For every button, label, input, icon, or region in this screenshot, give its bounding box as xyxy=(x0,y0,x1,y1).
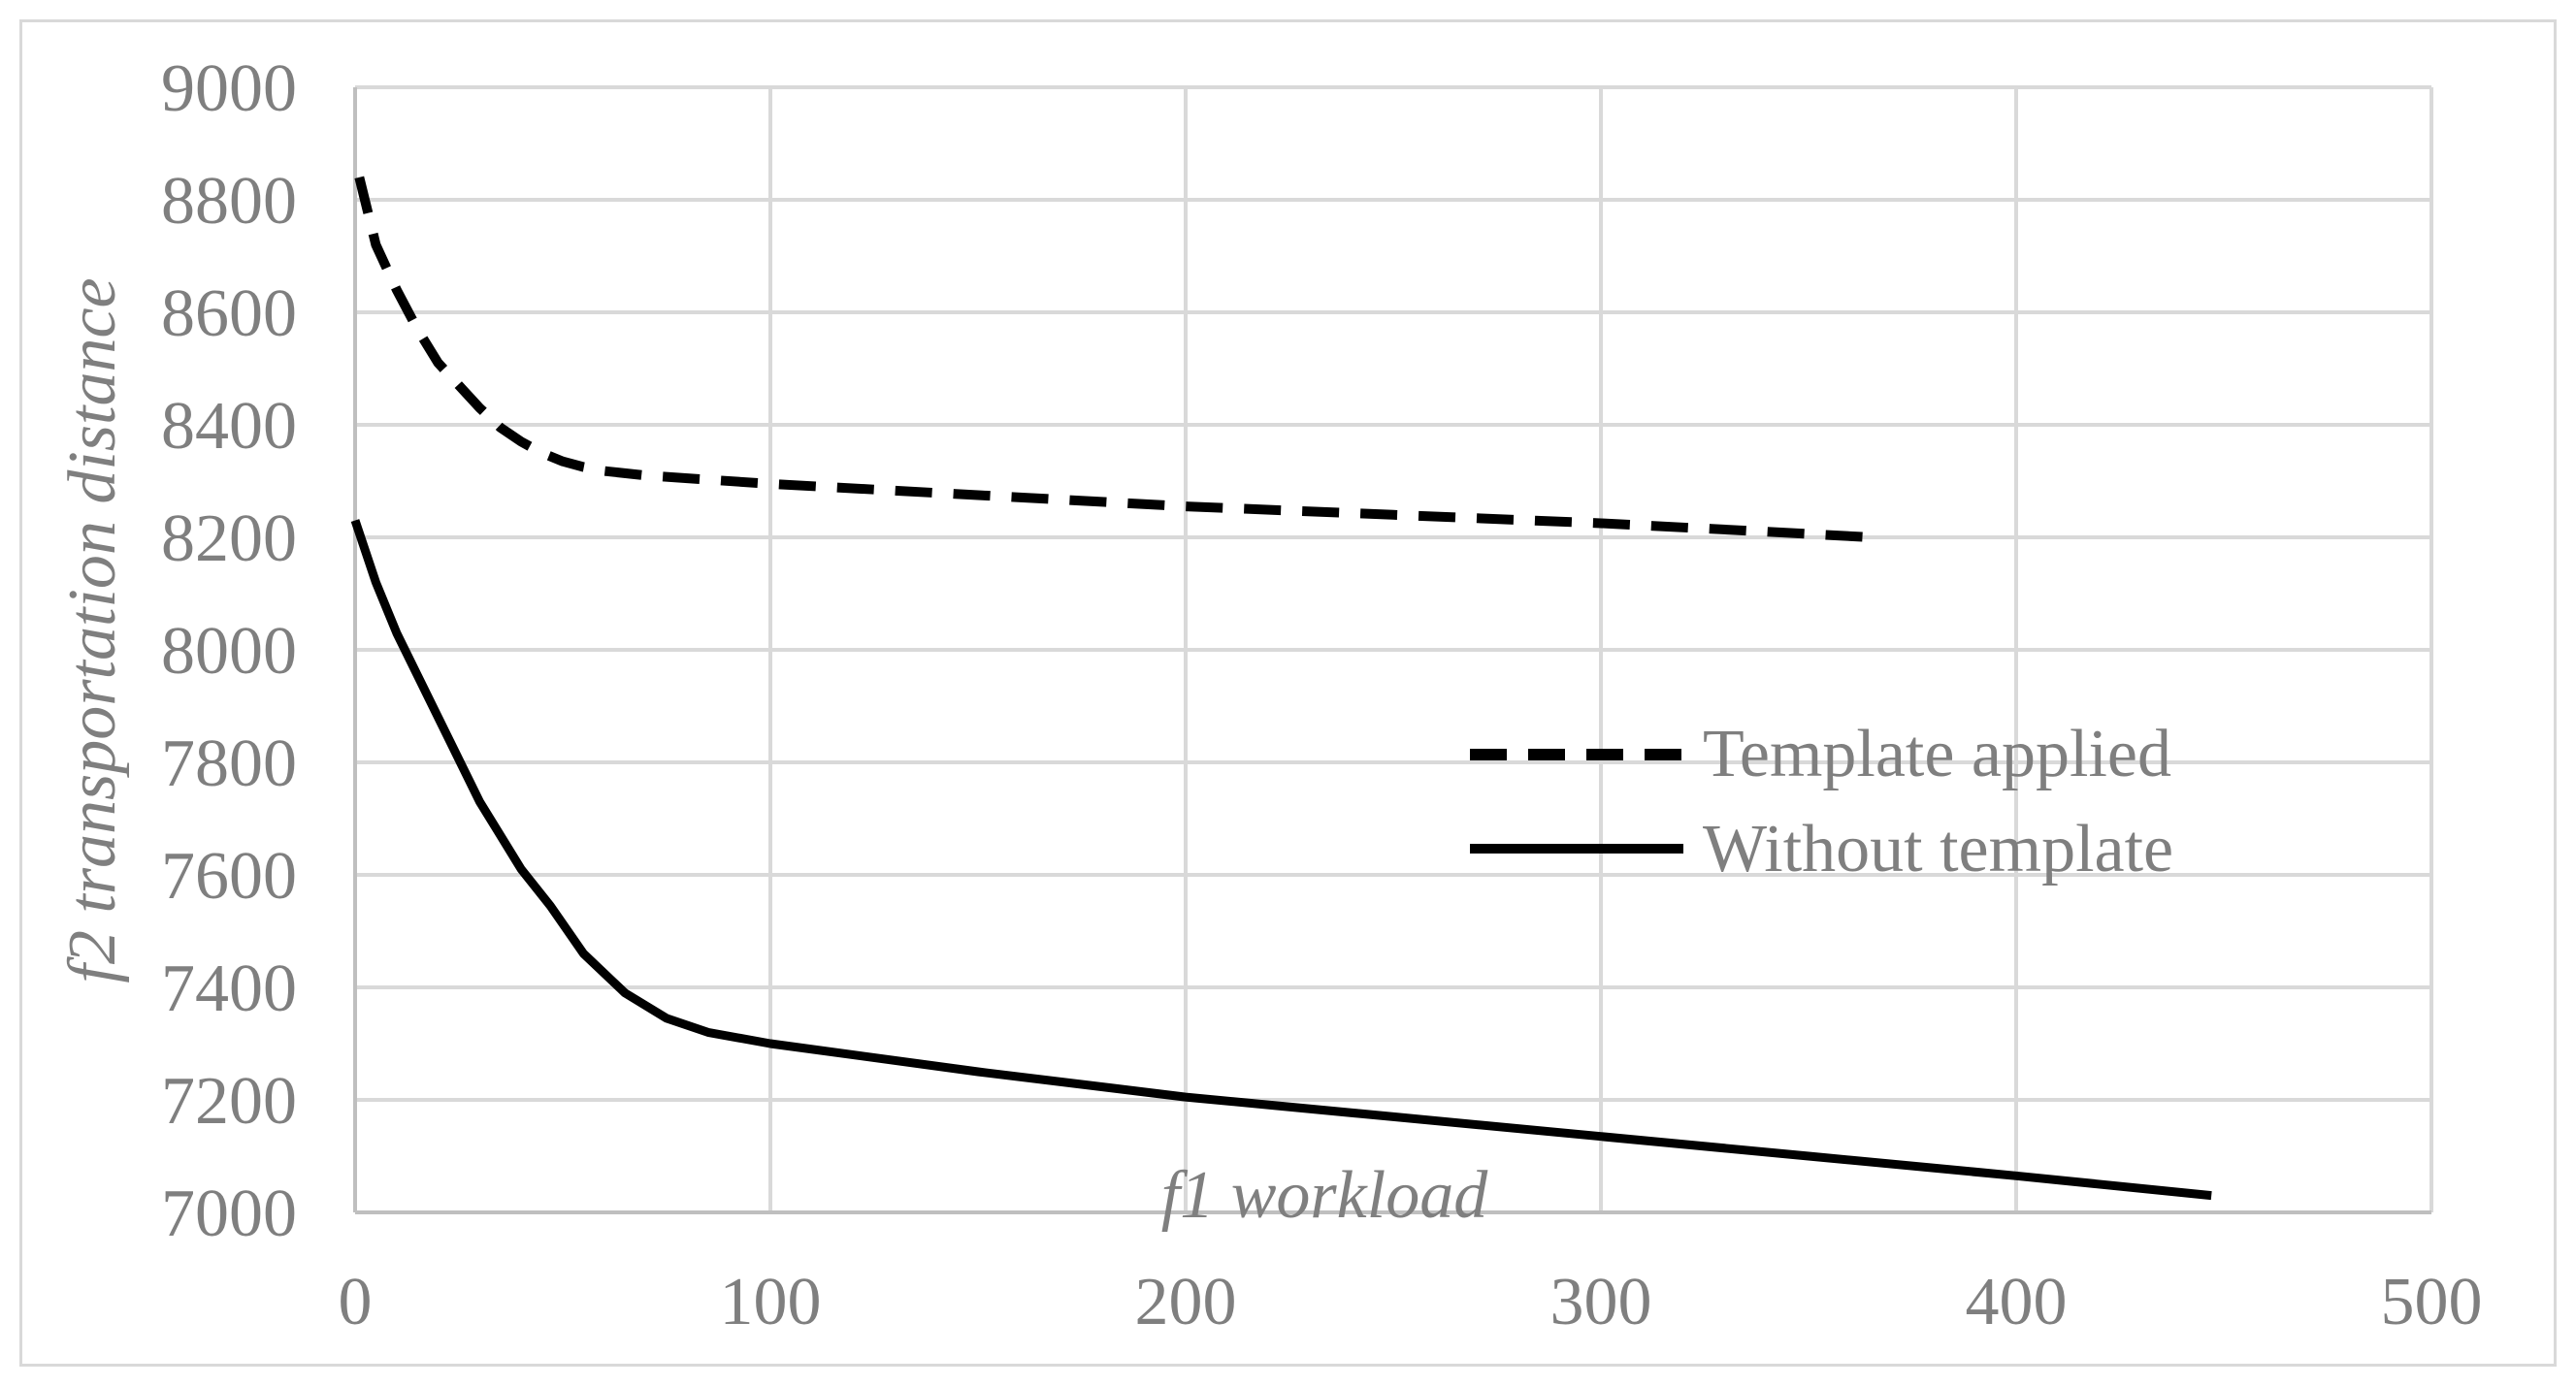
series-lines xyxy=(350,176,2212,1201)
y-tick-label: 9000 xyxy=(161,51,297,126)
x-tick-label: 100 xyxy=(720,1265,822,1339)
x-tick-label: 200 xyxy=(1135,1265,1237,1339)
x-tick-labels: 0 100 200 300 400 500 xyxy=(339,1265,2483,1339)
x-tick-label: 400 xyxy=(1966,1265,2068,1339)
y-tick-label: 7400 xyxy=(161,951,297,1026)
y-tick-labels: 7000 7200 7400 7600 7800 8000 8200 8400 8600 8800… xyxy=(161,51,297,1251)
x-axis-title: f1 workload xyxy=(1161,1158,1488,1233)
chart-frame xyxy=(19,19,2557,1367)
y-tick-label: 8000 xyxy=(161,614,297,689)
series-line-without-template xyxy=(350,519,2212,1201)
y-tick-label: 7200 xyxy=(161,1064,297,1139)
y-tick-label: 7600 xyxy=(161,839,297,914)
legend: Template applied Without template xyxy=(1470,717,2173,886)
series-line-template-applied xyxy=(354,176,1872,542)
x-tick-label: 500 xyxy=(2381,1265,2483,1339)
y-tick-label: 8200 xyxy=(161,501,297,576)
legend-label-template-applied: Template applied xyxy=(1703,717,2171,791)
legend-label-without-template: Without template xyxy=(1703,812,2173,886)
y-tick-label: 8400 xyxy=(161,389,297,464)
x-tick-label: 300 xyxy=(1550,1265,1652,1339)
gridlines xyxy=(353,85,2433,1214)
y-tick-label: 8800 xyxy=(161,164,297,239)
y-axis-title: f2 transportation distance xyxy=(55,277,130,983)
y-tick-label: 7800 xyxy=(161,726,297,801)
y-tick-label: 8600 xyxy=(161,276,297,351)
y-tick-label: 7000 xyxy=(161,1176,297,1251)
x-tick-label: 0 xyxy=(339,1265,373,1339)
